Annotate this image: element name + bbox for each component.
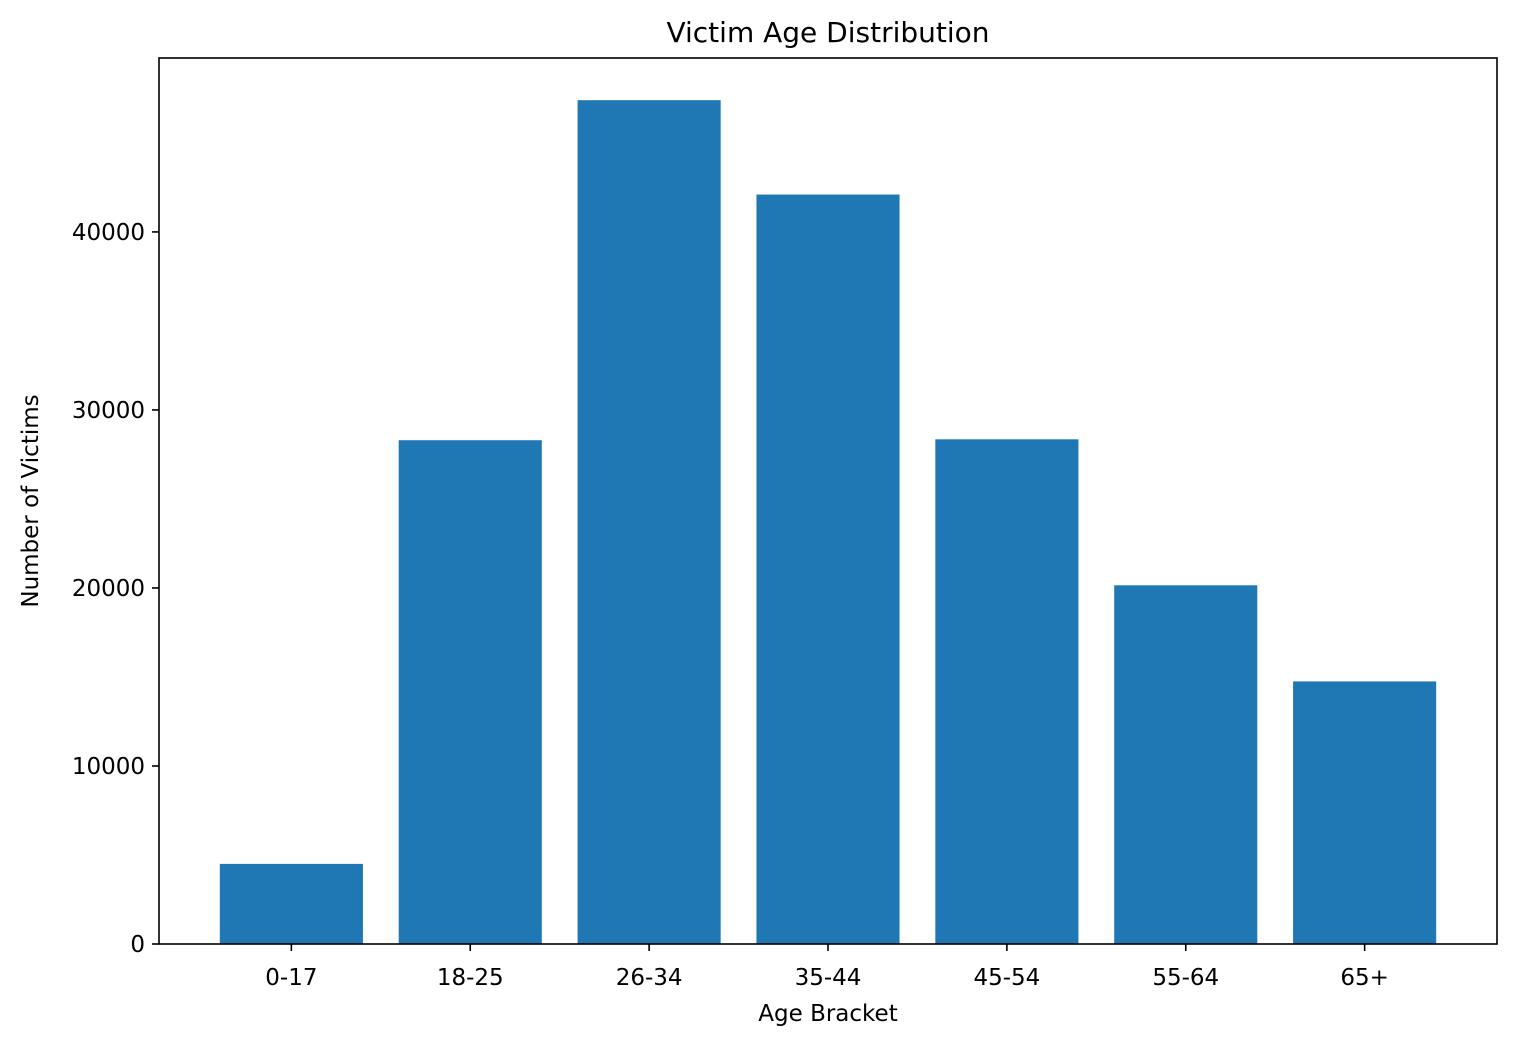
y-tick-label: 30000 — [72, 398, 145, 424]
y-tick-label: 20000 — [72, 576, 145, 602]
y-tick-label: 40000 — [72, 220, 145, 246]
y-axis-label: Number of Victims — [18, 394, 44, 607]
bar-35-44 — [756, 194, 900, 945]
x-axis: 0-17 18-25 26-34 35-44 45-54 55-64 65+ — [265, 944, 1389, 991]
x-tick-label: 65+ — [1340, 965, 1389, 991]
bar-55-64 — [1114, 585, 1258, 944]
bar-0-17 — [219, 863, 363, 944]
x-axis-label: Age Bracket — [758, 1001, 897, 1027]
y-tick-label: 10000 — [72, 754, 145, 780]
x-tick-label: 55-64 — [1152, 965, 1219, 991]
chart-title: Victim Age Distribution — [666, 16, 989, 49]
bar-26-34 — [577, 100, 721, 944]
bar-65+ — [1293, 681, 1437, 944]
y-tick-label: 0 — [130, 932, 145, 958]
bar-45-54 — [935, 439, 1079, 944]
plot-frame — [158, 57, 1498, 945]
x-tick-label: 26-34 — [616, 965, 683, 991]
y-axis: 0 10000 20000 30000 40000 — [72, 220, 159, 958]
x-tick-label: 45-54 — [973, 965, 1040, 991]
bar-18-25 — [398, 440, 542, 944]
x-tick-label: 35-44 — [795, 965, 862, 991]
bars-group — [219, 100, 1437, 945]
x-tick-label: 18-25 — [437, 965, 504, 991]
x-tick-label: 0-17 — [265, 965, 317, 991]
